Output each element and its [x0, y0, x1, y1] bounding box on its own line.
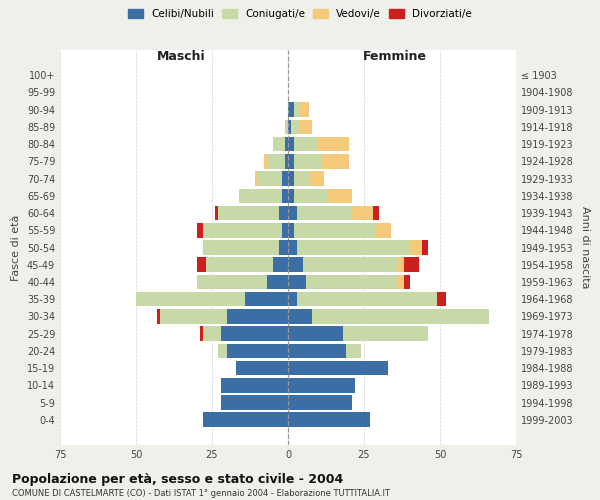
Bar	[285, 154, 288, 168]
Bar	[282, 188, 288, 203]
Bar	[221, 395, 288, 410]
Bar	[303, 258, 397, 272]
Bar	[313, 309, 488, 324]
Bar	[221, 378, 288, 392]
Text: Maschi: Maschi	[157, 50, 205, 63]
Bar	[288, 102, 294, 117]
Bar	[263, 154, 267, 168]
Bar	[294, 172, 309, 186]
Bar	[218, 206, 279, 220]
Bar	[267, 274, 288, 289]
Bar	[279, 240, 288, 255]
Bar	[288, 344, 346, 358]
Bar	[288, 395, 352, 410]
Bar	[422, 240, 428, 255]
Bar	[288, 206, 297, 220]
Bar	[294, 154, 322, 168]
Bar	[288, 274, 306, 289]
Text: Popolazione per età, sesso e stato civile - 2004: Popolazione per età, sesso e stato civil…	[12, 472, 343, 486]
Bar	[437, 292, 446, 306]
Bar	[157, 309, 160, 324]
Y-axis label: Fasce di età: Fasce di età	[11, 214, 21, 280]
Bar	[267, 154, 285, 168]
Bar	[203, 240, 279, 255]
Bar	[197, 258, 206, 272]
Bar	[294, 188, 328, 203]
Bar	[322, 154, 349, 168]
Bar	[227, 309, 288, 324]
Bar	[218, 344, 227, 358]
Bar	[282, 223, 288, 238]
Bar	[206, 258, 273, 272]
Bar	[404, 274, 410, 289]
Bar	[309, 172, 325, 186]
Bar	[288, 154, 294, 168]
Bar	[257, 172, 282, 186]
Bar	[136, 292, 245, 306]
Text: Femmine: Femmine	[363, 50, 427, 63]
Bar	[288, 378, 355, 392]
Bar	[294, 223, 376, 238]
Bar	[288, 137, 294, 152]
Bar	[273, 137, 285, 152]
Bar	[319, 137, 349, 152]
Bar	[376, 223, 391, 238]
Bar	[285, 137, 288, 152]
Legend: Celibi/Nubili, Coniugati/e, Vedovi/e, Divorziati/e: Celibi/Nubili, Coniugati/e, Vedovi/e, Di…	[124, 5, 476, 24]
Bar	[343, 326, 428, 341]
Bar	[300, 102, 309, 117]
Bar	[254, 172, 257, 186]
Bar	[215, 206, 218, 220]
Bar	[397, 258, 404, 272]
Bar	[297, 292, 437, 306]
Bar	[300, 120, 313, 134]
Bar	[404, 258, 419, 272]
Bar	[288, 172, 294, 186]
Bar	[288, 309, 313, 324]
Bar	[203, 223, 282, 238]
Bar	[294, 137, 319, 152]
Bar	[288, 120, 291, 134]
Bar	[373, 206, 379, 220]
Bar	[352, 206, 373, 220]
Bar	[221, 326, 288, 341]
Bar	[288, 360, 388, 376]
Bar	[288, 292, 297, 306]
Bar	[197, 223, 203, 238]
Bar	[203, 412, 288, 427]
Y-axis label: Anni di nascita: Anni di nascita	[580, 206, 590, 289]
Bar	[288, 412, 370, 427]
Bar	[197, 274, 267, 289]
Bar	[245, 292, 288, 306]
Bar	[328, 188, 352, 203]
Bar	[239, 188, 282, 203]
Bar	[282, 172, 288, 186]
Bar	[291, 120, 300, 134]
Bar	[297, 206, 352, 220]
Bar	[397, 274, 404, 289]
Bar	[236, 360, 288, 376]
Bar	[285, 120, 288, 134]
Bar	[306, 274, 397, 289]
Bar	[346, 344, 361, 358]
Bar	[288, 240, 297, 255]
Text: COMUNE DI CASTELMARTE (CO) - Dati ISTAT 1° gennaio 2004 - Elaborazione TUTTITALI: COMUNE DI CASTELMARTE (CO) - Dati ISTAT …	[12, 489, 390, 498]
Bar	[227, 344, 288, 358]
Bar	[203, 326, 221, 341]
Bar	[288, 223, 294, 238]
Bar	[288, 258, 303, 272]
Bar	[160, 309, 227, 324]
Bar	[294, 102, 300, 117]
Bar	[297, 240, 410, 255]
Bar	[288, 326, 343, 341]
Bar	[200, 326, 203, 341]
Bar	[288, 188, 294, 203]
Bar	[273, 258, 288, 272]
Bar	[279, 206, 288, 220]
Bar	[410, 240, 422, 255]
